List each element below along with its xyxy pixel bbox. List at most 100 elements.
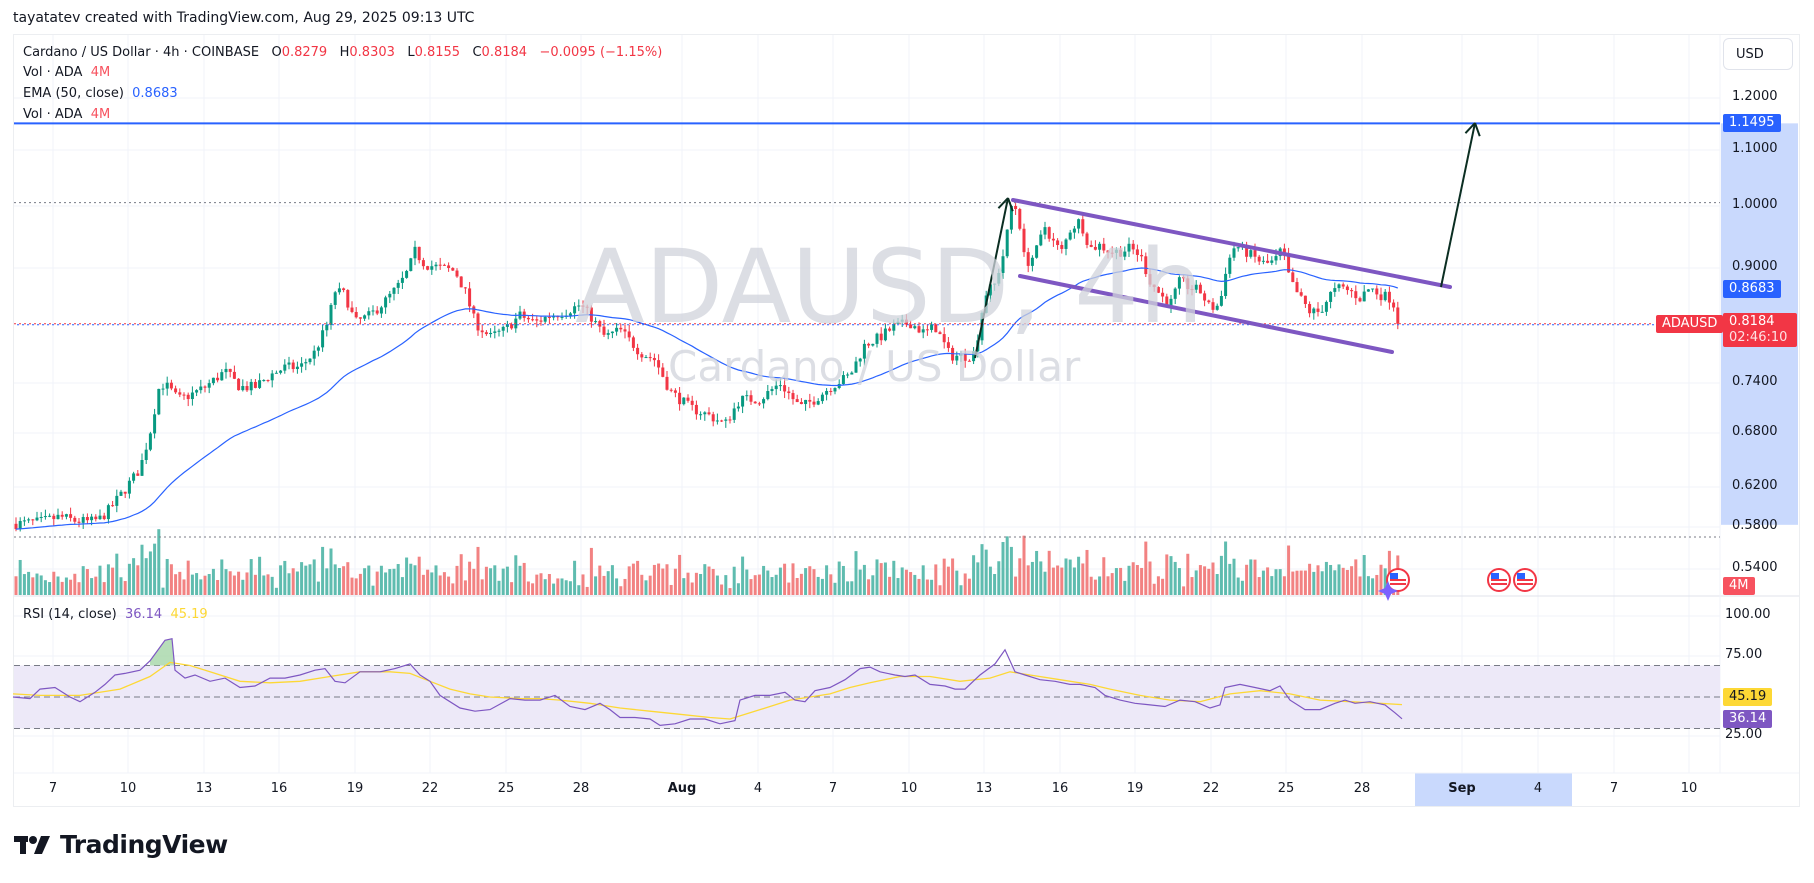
candle-body — [90, 516, 94, 521]
candle-body — [766, 391, 770, 400]
candle-body — [300, 363, 304, 367]
volume-bar — [1299, 570, 1303, 595]
candle-body — [1051, 238, 1055, 241]
candle-body — [963, 353, 967, 361]
volume-bar — [249, 559, 253, 595]
rsi-ma-line[interactable] — [12, 661, 1403, 720]
volume-bar — [426, 569, 430, 595]
volume-bar — [300, 562, 304, 595]
volume-legend[interactable]: Vol · ADA 4M — [23, 65, 110, 80]
candle-body — [1114, 249, 1118, 253]
volume-bar — [1156, 576, 1160, 595]
time-tick-label: 16 — [270, 781, 288, 796]
candle-body — [825, 390, 829, 395]
volume-bar — [1354, 559, 1358, 595]
volume-bar — [224, 569, 228, 595]
candle-body — [652, 357, 656, 361]
rsi-tick-label: 100.00 — [1725, 607, 1771, 622]
volume-bar — [1303, 570, 1307, 595]
volume-bar — [216, 580, 220, 595]
volume-bar — [665, 564, 669, 595]
candle-body — [526, 317, 530, 320]
candle-body — [1224, 273, 1228, 297]
candle-body — [615, 327, 619, 332]
volume-bar — [1022, 535, 1026, 595]
candle-body — [993, 283, 997, 285]
candle-body — [715, 420, 719, 422]
candle-body — [64, 514, 68, 517]
volume-bar — [791, 563, 795, 595]
volume-bar — [1060, 567, 1064, 595]
volume-bar — [1282, 576, 1286, 595]
sparkle-icon[interactable] — [1378, 581, 1398, 601]
rsi-tick-label: 25.00 — [1725, 727, 1763, 742]
volume-bar — [413, 565, 417, 595]
volume-bar — [1278, 569, 1282, 595]
volume-legend-2[interactable]: Vol · ADA 4M — [23, 107, 110, 122]
candle-body — [594, 321, 598, 323]
volume-bar — [1165, 554, 1169, 595]
volume-bar — [178, 571, 182, 595]
volume-bar — [673, 568, 677, 595]
flagpole-arrow[interactable] — [974, 197, 1009, 359]
volume-bar — [106, 564, 110, 595]
candle-body — [337, 288, 341, 293]
volume-bar — [48, 582, 52, 595]
volume-bar — [917, 578, 921, 595]
volume-bar — [657, 563, 661, 595]
volume-bar — [321, 546, 325, 595]
ema-price-tag: 0.8683 — [1723, 280, 1781, 298]
volume-bar — [346, 562, 350, 595]
volume-bar — [636, 560, 640, 595]
volume-bar — [56, 576, 60, 595]
symbol-legend[interactable]: Cardano / US Dollar · 4h · COINBASE O0.8… — [23, 45, 662, 60]
volume-bar — [1102, 557, 1106, 595]
candle-body — [31, 519, 35, 521]
volume-bar — [867, 579, 871, 595]
candle-body — [1333, 288, 1337, 292]
us-flag-event-icon[interactable] — [1487, 568, 1511, 592]
volume-bar — [577, 585, 581, 595]
candle-body — [241, 386, 245, 391]
candle-body — [510, 324, 514, 329]
us-flag-event-icon[interactable] — [1513, 568, 1537, 592]
candle-body — [942, 334, 946, 343]
currency-button[interactable]: USD — [1723, 38, 1793, 70]
volume-bar — [148, 551, 152, 595]
volume-bar — [388, 569, 392, 595]
volume-bar — [1123, 580, 1127, 595]
rsi-legend[interactable]: RSI (14, close) 36.14 45.19 — [23, 607, 208, 622]
candle-body — [245, 386, 249, 391]
volume-bar — [522, 562, 526, 595]
candle-body — [1329, 291, 1333, 302]
candle-body — [1299, 292, 1303, 296]
channel-lower-trendline[interactable] — [1018, 274, 1394, 354]
volume-bar — [1098, 576, 1102, 595]
channel-upper-trendline[interactable] — [1011, 198, 1452, 289]
volume-bar — [720, 584, 724, 595]
candle-body — [1295, 282, 1299, 293]
volume-bar — [728, 588, 732, 595]
target-projection-arrow[interactable] — [1440, 122, 1476, 288]
rsi-line[interactable] — [12, 637, 1403, 727]
volume-bar — [358, 573, 362, 595]
ema-50-line[interactable] — [15, 267, 1398, 530]
volume-bar — [934, 564, 938, 595]
volume-bar — [211, 568, 215, 595]
volume-bar — [682, 578, 686, 595]
volume-bar — [447, 576, 451, 595]
ema-legend[interactable]: EMA (50, close) 0.8683 — [23, 86, 178, 101]
candle-body — [60, 514, 64, 517]
candle-body — [468, 288, 472, 307]
candle-body — [203, 386, 207, 388]
tradingview-logo[interactable]: TradingView — [14, 830, 228, 859]
volume-bar — [896, 578, 900, 595]
candle-body — [1026, 252, 1030, 266]
volume-bar — [18, 559, 22, 595]
candle-body — [631, 337, 635, 348]
candle-body — [661, 367, 665, 377]
candle-body — [1228, 257, 1232, 274]
candle-body — [547, 316, 551, 318]
volume-bar — [732, 566, 736, 595]
